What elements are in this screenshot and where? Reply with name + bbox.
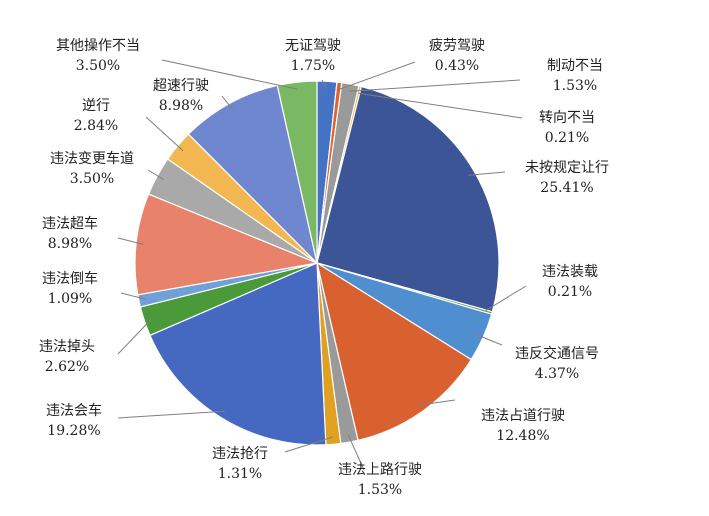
slice-name-label-0: 无证驾驶 bbox=[285, 38, 341, 54]
leader-line-16 bbox=[221, 95, 234, 111]
slice-name-label-17: 其他操作不当 bbox=[56, 38, 140, 54]
leader-line-3 bbox=[358, 92, 523, 119]
slice-percent-label-9: 1.31% bbox=[218, 466, 262, 482]
pie-slice-16 bbox=[187, 84, 319, 265]
pie-slice-4 bbox=[316, 85, 500, 313]
slice-name-label-15: 逆行 bbox=[82, 98, 110, 114]
slice-percent-label-8: 1.53% bbox=[358, 482, 402, 498]
leader-line-7 bbox=[418, 399, 456, 406]
leader-line-11 bbox=[117, 318, 152, 355]
leader-line-9 bbox=[284, 436, 333, 453]
slice-name-label-12: 违法倒车 bbox=[42, 270, 98, 287]
leader-line-0 bbox=[321, 79, 328, 89]
slice-name-label-5: 违法装载 bbox=[542, 264, 598, 280]
slice-percent-label-1: 0.43% bbox=[435, 58, 479, 74]
slice-name-label-10: 违法会车 bbox=[46, 402, 102, 419]
leader-line-1 bbox=[338, 61, 416, 91]
slice-name-label-14: 违法变更车道 bbox=[50, 150, 134, 167]
leader-line-8 bbox=[347, 434, 365, 471]
slice-percent-label-16: 8.98% bbox=[159, 98, 203, 114]
slice-name-label-4: 未按规定让行 bbox=[525, 160, 609, 176]
slice-name-label-8: 违法上路行驶 bbox=[338, 462, 422, 478]
slice-percent-label-6: 4.37% bbox=[535, 366, 579, 382]
slice-percent-label-14: 3.50% bbox=[70, 171, 114, 187]
slice-name-label-16: 超速行驶 bbox=[153, 78, 209, 94]
slices-layer bbox=[134, 80, 500, 446]
pie-slice-7 bbox=[316, 261, 473, 442]
pie-slice-10 bbox=[149, 262, 327, 446]
slice-name-label-11: 违法掉头 bbox=[39, 339, 95, 355]
slice-percent-label-0: 1.75% bbox=[291, 58, 335, 74]
slice-percent-label-17: 3.50% bbox=[76, 58, 120, 74]
slice-percent-label-10: 19.28% bbox=[47, 423, 100, 439]
slice-percent-label-13: 8.98% bbox=[48, 236, 92, 252]
slice-name-label-1: 疲劳驾驶 bbox=[429, 37, 485, 54]
slice-name-label-7: 违法占道行驶 bbox=[481, 408, 565, 424]
slice-name-label-13: 违法超车 bbox=[42, 215, 98, 232]
slice-percent-label-3: 0.21% bbox=[545, 130, 589, 146]
pie-slice-13 bbox=[134, 193, 320, 296]
labels-layer: 无证驾驶 1.75% 疲劳驾驶 0.43% 制动不当 1.53% 转向不当 0.21% 未按规定… bbox=[39, 37, 609, 498]
leader-line-2 bbox=[349, 79, 521, 92]
slice-percent-label-11: 2.62% bbox=[45, 359, 89, 375]
leader-line-14 bbox=[147, 169, 164, 180]
slice-percent-label-15: 2.84% bbox=[74, 118, 118, 134]
leader-line-4 bbox=[468, 171, 506, 176]
leader-line-6 bbox=[476, 334, 503, 346]
leader-line-17 bbox=[161, 59, 298, 90]
slice-percent-label-12: 1.09% bbox=[48, 291, 92, 307]
leader-lines-layer bbox=[117, 59, 527, 471]
slice-name-label-2: 制动不当 bbox=[547, 58, 603, 74]
leader-line-10 bbox=[117, 410, 225, 419]
slice-name-label-6: 违反交通信号 bbox=[515, 345, 599, 362]
leader-line-13 bbox=[117, 237, 144, 245]
leader-line-15 bbox=[145, 116, 184, 152]
leader-line-12 bbox=[120, 292, 147, 300]
leader-line-5 bbox=[484, 285, 527, 312]
slice-name-label-3: 转向不当 bbox=[539, 110, 595, 126]
slice-percent-label-7: 12.48% bbox=[496, 428, 549, 444]
slice-percent-label-5: 0.21% bbox=[548, 284, 592, 300]
slice-name-label-9: 违法抢行 bbox=[212, 445, 268, 462]
slice-percent-label-4: 25.41% bbox=[540, 180, 593, 196]
slice-percent-label-2: 1.53% bbox=[553, 78, 597, 94]
